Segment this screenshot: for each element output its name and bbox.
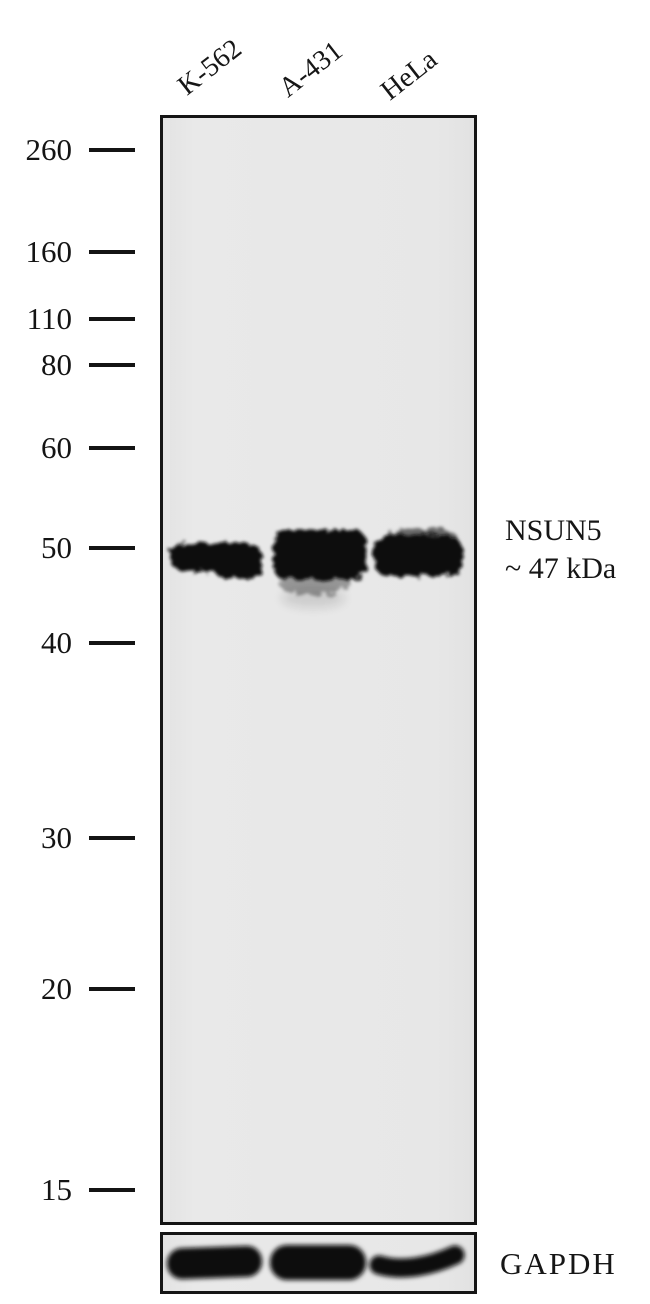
mw-value: 110 [26,301,72,336]
nsun5-band-layer [170,528,463,608]
mw-marker-260: 260 [0,130,135,170]
mw-marker-15: 15 [0,1170,135,1210]
lane-label-a431: A-431 [273,35,349,104]
band-nsun5-hela [373,528,463,576]
mw-value: 60 [41,430,72,465]
mw-value: 20 [41,971,72,1006]
mw-tick [89,250,135,254]
mw-value: 50 [41,530,72,565]
band-smear-a431 [281,588,345,608]
lane-label-k562: K-562 [172,33,248,102]
mw-marker-40: 40 [0,623,135,663]
mw-marker-50: 50 [0,528,135,568]
target-annotation: NSUN5 ~ 47 kDa [505,512,616,588]
mw-tick [89,363,135,367]
mw-tick [89,148,135,152]
mw-tick [89,1188,135,1192]
mw-tick [89,836,135,840]
mw-marker-20: 20 [0,969,135,1009]
lane-label-hela: HeLa [375,43,444,107]
mw-marker-110: 110 [0,299,135,339]
mw-tick [89,987,135,991]
mw-tick [89,641,135,645]
mw-value: 40 [41,625,72,660]
band-nsun5-a431 [273,530,366,595]
mw-tick [89,546,135,550]
mw-value: 30 [41,820,72,855]
mw-value: 260 [25,132,73,167]
mw-tick [89,317,135,321]
mw-tick [89,446,135,450]
band-gapdh-k562 [167,1245,263,1280]
mw-value: 80 [41,347,72,382]
band-gapdh-a431 [270,1245,366,1280]
mw-value: 160 [25,234,73,269]
blot-panel-main [160,115,477,1225]
target-name: NSUN5 [505,514,602,547]
blot-panel-loading-control [160,1232,477,1294]
mw-marker-60: 60 [0,428,135,468]
mw-marker-30: 30 [0,818,135,858]
loading-control-label: GAPDH [500,1246,617,1281]
mw-marker-160: 160 [0,232,135,272]
gapdh-band-layer [167,1245,465,1280]
mw-marker-80: 80 [0,345,135,385]
band-nsun5-k562 [170,543,262,579]
mw-value: 15 [41,1172,72,1207]
band-gapdh-hela [369,1245,465,1278]
target-size: ~ 47 kDa [505,552,617,585]
